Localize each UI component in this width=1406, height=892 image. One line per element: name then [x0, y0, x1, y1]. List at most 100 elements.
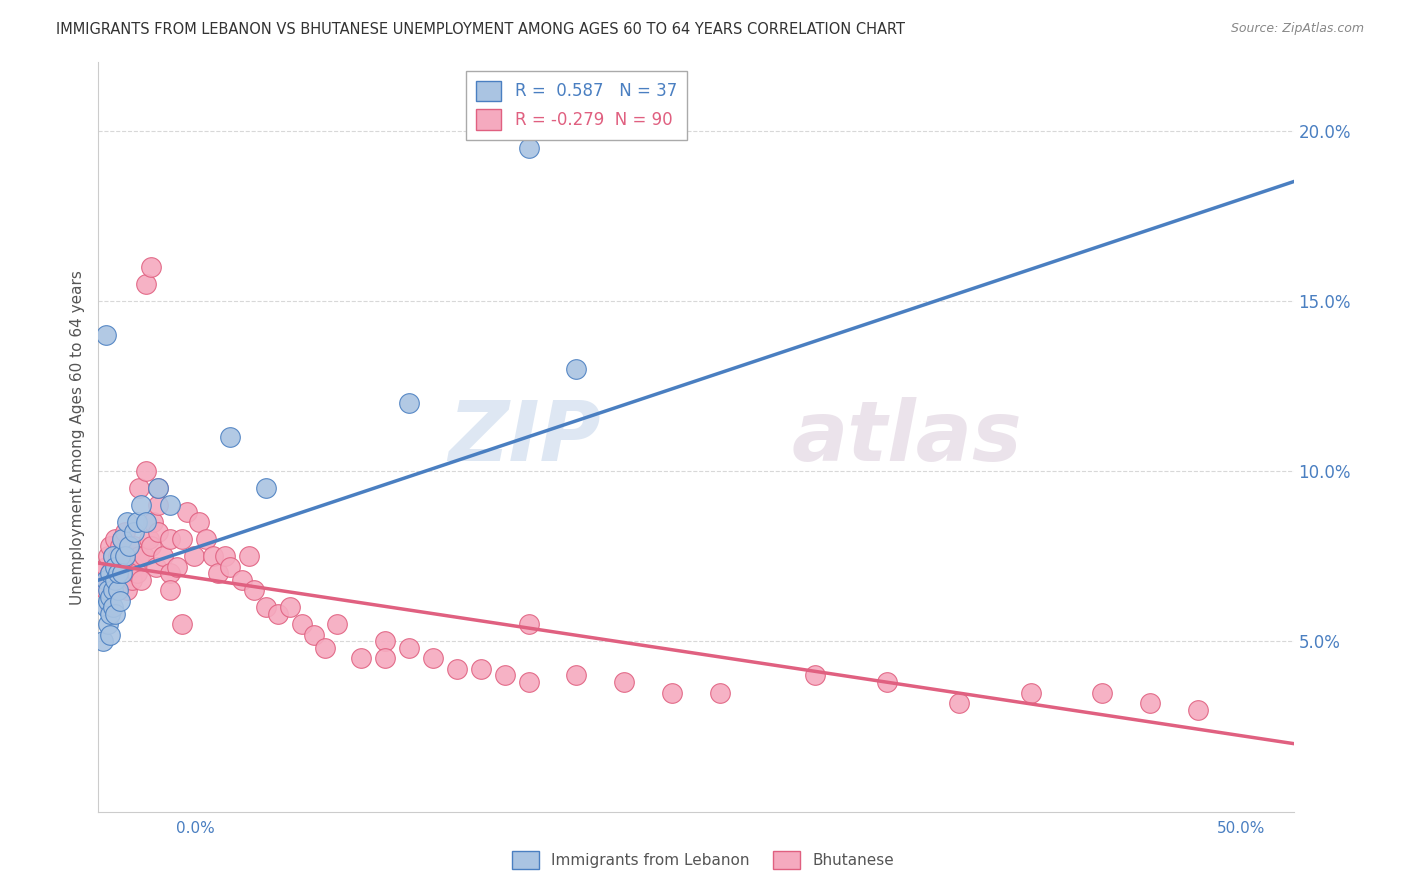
Point — [125, 566, 148, 581]
Point — [142, 515, 165, 529]
Point — [124, 525, 146, 540]
Point — [315, 641, 337, 656]
Point — [94, 559, 117, 574]
Point — [159, 498, 181, 512]
Point — [101, 549, 124, 564]
Point — [131, 573, 153, 587]
Point — [231, 573, 253, 587]
Point — [104, 573, 127, 587]
Point — [166, 559, 188, 574]
Point — [398, 396, 420, 410]
Text: ZIP: ZIP — [447, 397, 600, 477]
Point — [1187, 702, 1209, 716]
Point — [446, 662, 468, 676]
Legend: R =  0.587   N = 37, R = -0.279  N = 90: R = 0.587 N = 37, R = -0.279 N = 90 — [467, 70, 686, 140]
Point — [91, 566, 114, 581]
Point — [124, 559, 146, 574]
Point — [104, 559, 127, 574]
Point — [118, 549, 141, 564]
Text: 0.0%: 0.0% — [176, 821, 215, 836]
Point — [159, 533, 181, 547]
Point — [148, 481, 170, 495]
Point — [207, 566, 229, 581]
Point — [115, 566, 138, 581]
Point — [121, 573, 143, 587]
Point — [254, 481, 277, 495]
Point — [139, 260, 162, 274]
Point — [183, 549, 205, 564]
Point — [98, 590, 122, 604]
Point — [267, 607, 290, 622]
Point — [1091, 685, 1114, 699]
Point — [101, 583, 124, 598]
Legend: Immigrants from Lebanon, Bhutanese: Immigrants from Lebanon, Bhutanese — [506, 845, 900, 875]
Point — [145, 559, 167, 574]
Point — [107, 549, 129, 564]
Point — [125, 515, 148, 529]
Point — [98, 566, 122, 581]
Point — [97, 593, 120, 607]
Point — [172, 533, 194, 547]
Point — [202, 549, 225, 564]
Point — [254, 600, 277, 615]
Point — [159, 583, 181, 598]
Point — [108, 593, 131, 607]
Point — [114, 549, 136, 564]
Point — [172, 617, 194, 632]
Point — [115, 583, 138, 598]
Point — [104, 559, 127, 574]
Point — [195, 533, 218, 547]
Point — [187, 515, 209, 529]
Point — [278, 600, 301, 615]
Point — [139, 539, 162, 553]
Point — [148, 481, 170, 495]
Point — [97, 583, 120, 598]
Point — [115, 515, 138, 529]
Point — [107, 583, 129, 598]
Point — [131, 498, 153, 512]
Point — [97, 573, 120, 587]
Point — [101, 549, 124, 564]
Point — [98, 627, 122, 641]
Point — [128, 549, 150, 564]
Point — [124, 539, 146, 553]
Point — [291, 617, 314, 632]
Text: atlas: atlas — [792, 397, 1022, 477]
Point — [108, 549, 131, 564]
Point — [94, 327, 117, 342]
Point — [108, 539, 131, 553]
Text: 50.0%: 50.0% — [1218, 821, 1265, 836]
Point — [948, 696, 970, 710]
Point — [876, 675, 898, 690]
Point — [104, 533, 127, 547]
Point — [94, 583, 117, 598]
Point — [97, 549, 120, 564]
Point — [111, 533, 134, 547]
Point — [214, 549, 236, 564]
Text: Source: ZipAtlas.com: Source: ZipAtlas.com — [1230, 22, 1364, 36]
Point — [94, 600, 117, 615]
Point — [128, 481, 150, 495]
Point — [111, 566, 134, 581]
Point — [107, 566, 129, 581]
Point — [107, 583, 129, 598]
Point — [107, 566, 129, 581]
Point — [398, 641, 420, 656]
Point — [135, 515, 157, 529]
Point — [1139, 696, 1161, 710]
Point — [470, 662, 492, 676]
Point — [101, 573, 124, 587]
Point — [114, 525, 136, 540]
Point — [135, 464, 157, 478]
Point — [517, 140, 540, 154]
Point — [565, 362, 588, 376]
Point — [138, 533, 160, 547]
Y-axis label: Unemployment Among Ages 60 to 64 years: Unemployment Among Ages 60 to 64 years — [69, 269, 84, 605]
Point — [159, 566, 181, 581]
Point — [97, 617, 120, 632]
Point — [613, 675, 636, 690]
Point — [422, 651, 444, 665]
Point — [98, 600, 122, 615]
Point — [101, 583, 124, 598]
Point — [118, 539, 141, 553]
